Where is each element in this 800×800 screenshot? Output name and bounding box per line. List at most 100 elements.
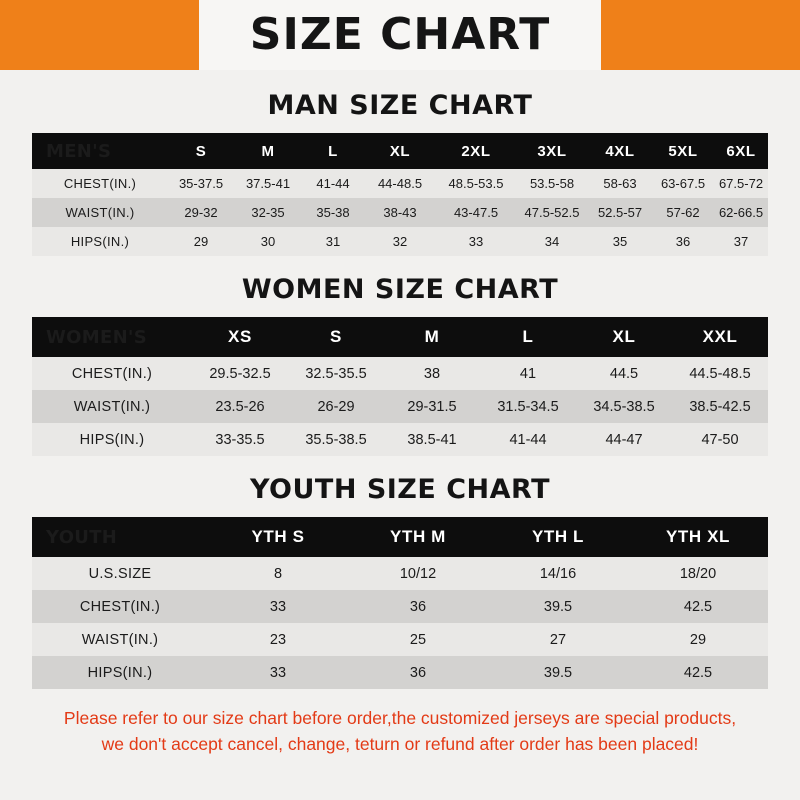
women-section-title: WOMEN SIZE CHART: [241, 274, 559, 305]
youth-cell: 29: [628, 623, 768, 656]
youth-cell: 18/20: [628, 557, 768, 590]
man-cell: 31: [302, 227, 364, 256]
man-size-table: MEN'S S M L XL 2XL 3XL 4XL 5XL 6XL CHEST(IN.) 35-37…: [32, 133, 768, 256]
man-cell: 63-67.5: [652, 169, 714, 198]
man-header-cell: L: [302, 133, 364, 169]
man-cell: 37.5-41: [234, 169, 302, 198]
women-header-cell: XS: [192, 317, 288, 357]
man-row-label: CHEST(IN.): [32, 169, 168, 198]
women-header-cell: M: [384, 317, 480, 357]
man-row-label: WAIST(IN.): [32, 198, 168, 227]
women-cell: 47-50: [672, 423, 768, 456]
table-row: CHEST(IN.) 35-37.5 37.5-41 41-44 44-48.5 48.5…: [32, 169, 768, 198]
man-cell: 47.5-52.5: [516, 198, 588, 227]
women-cell: 32.5-35.5: [288, 357, 384, 390]
women-cell: 38.5-42.5: [672, 390, 768, 423]
women-cell: 34.5-38.5: [576, 390, 672, 423]
youth-size-table: YOUTH YTH S YTH M YTH L YTH XL U.S.SIZE 8 10/12…: [32, 517, 768, 689]
youth-cell: 42.5: [628, 656, 768, 689]
youth-cell: 27: [488, 623, 628, 656]
women-header-cell: XXL: [672, 317, 768, 357]
man-cell: 57-62: [652, 198, 714, 227]
man-cell: 58-63: [588, 169, 652, 198]
women-cell: 26-29: [288, 390, 384, 423]
order-policy-note: Please refer to our size chart before or…: [0, 705, 800, 757]
youth-row-label: U.S.SIZE: [32, 557, 208, 590]
man-cell: 37: [714, 227, 768, 256]
man-cell: 32: [364, 227, 436, 256]
man-cell: 33: [436, 227, 516, 256]
youth-cell: 36: [348, 656, 488, 689]
youth-cell: 23: [208, 623, 348, 656]
man-cell: 41-44: [302, 169, 364, 198]
man-cell: 35-38: [302, 198, 364, 227]
youth-header-cell: YTH XL: [628, 517, 768, 557]
table-row: CHEST(IN.) 29.5-32.5 32.5-35.5 38 41 44.5 44.5…: [32, 357, 768, 390]
table-row: WAIST(IN.) 29-32 32-35 35-38 38-43 43-47.5 47.…: [32, 198, 768, 227]
women-header-cell: XL: [576, 317, 672, 357]
man-cell: 34: [516, 227, 588, 256]
man-cell: 43-47.5: [436, 198, 516, 227]
women-row-label: WAIST(IN.): [32, 390, 192, 423]
youth-row-label: WAIST(IN.): [32, 623, 208, 656]
women-header-cell: L: [480, 317, 576, 357]
women-row-label: HIPS(IN.): [32, 423, 192, 456]
women-cell: 38: [384, 357, 480, 390]
youth-cell: 39.5: [488, 656, 628, 689]
man-header-cell: M: [234, 133, 302, 169]
youth-header-cell: YOUTH: [32, 517, 208, 557]
man-cell: 62-66.5: [714, 198, 768, 227]
youth-header-cell: YTH L: [488, 517, 628, 557]
man-section-title: MAN SIZE CHART: [267, 90, 533, 121]
man-cell: 53.5-58: [516, 169, 588, 198]
women-header-row: WOMEN'S XS S M L XL XXL: [32, 317, 768, 357]
women-cell: 35.5-38.5: [288, 423, 384, 456]
youth-row-label: HIPS(IN.): [32, 656, 208, 689]
youth-cell: 36: [348, 590, 488, 623]
banner-inner-panel: [199, 0, 601, 70]
page-title: SIZE CHART: [249, 9, 551, 60]
table-row: WAIST(IN.) 23 25 27 29: [32, 623, 768, 656]
women-cell: 31.5-34.5: [480, 390, 576, 423]
youth-cell: 33: [208, 590, 348, 623]
women-cell: 41: [480, 357, 576, 390]
youth-header-cell: YTH S: [208, 517, 348, 557]
youth-cell: 42.5: [628, 590, 768, 623]
youth-cell: 10/12: [348, 557, 488, 590]
youth-cell: 25: [348, 623, 488, 656]
youth-row-label: CHEST(IN.): [32, 590, 208, 623]
man-cell: 29-32: [168, 198, 234, 227]
man-header-cell: 6XL: [714, 133, 768, 169]
table-row: HIPS(IN.) 29 30 31 32 33 34 35 36 37: [32, 227, 768, 256]
women-cell: 44-47: [576, 423, 672, 456]
women-cell: 44.5-48.5: [672, 357, 768, 390]
man-header-cell: MEN'S: [32, 133, 168, 169]
women-size-table: WOMEN'S XS S M L XL XXL CHEST(IN.) 29.5-32.5 32.5…: [32, 317, 768, 456]
man-cell: 44-48.5: [364, 169, 436, 198]
man-cell: 36: [652, 227, 714, 256]
man-header-row: MEN'S S M L XL 2XL 3XL 4XL 5XL 6XL: [32, 133, 768, 169]
youth-cell: 8: [208, 557, 348, 590]
man-header-cell: 5XL: [652, 133, 714, 169]
women-cell: 44.5: [576, 357, 672, 390]
youth-cell: 14/16: [488, 557, 628, 590]
women-header-cell: S: [288, 317, 384, 357]
women-cell: 29-31.5: [384, 390, 480, 423]
women-header-cell: WOMEN'S: [32, 317, 192, 357]
man-header-cell: 3XL: [516, 133, 588, 169]
youth-section-title: YOUTH SIZE CHART: [249, 474, 551, 505]
man-header-cell: S: [168, 133, 234, 169]
man-cell: 29: [168, 227, 234, 256]
man-cell: 32-35: [234, 198, 302, 227]
man-cell: 35-37.5: [168, 169, 234, 198]
man-cell: 52.5-57: [588, 198, 652, 227]
youth-header-cell: YTH M: [348, 517, 488, 557]
women-row-label: CHEST(IN.): [32, 357, 192, 390]
women-cell: 41-44: [480, 423, 576, 456]
women-cell: 29.5-32.5: [192, 357, 288, 390]
note-line-1: Please refer to our size chart before or…: [63, 708, 737, 728]
man-cell: 67.5-72: [714, 169, 768, 198]
women-cell: 33-35.5: [192, 423, 288, 456]
man-header-cell: 2XL: [436, 133, 516, 169]
man-header-cell: XL: [364, 133, 436, 169]
